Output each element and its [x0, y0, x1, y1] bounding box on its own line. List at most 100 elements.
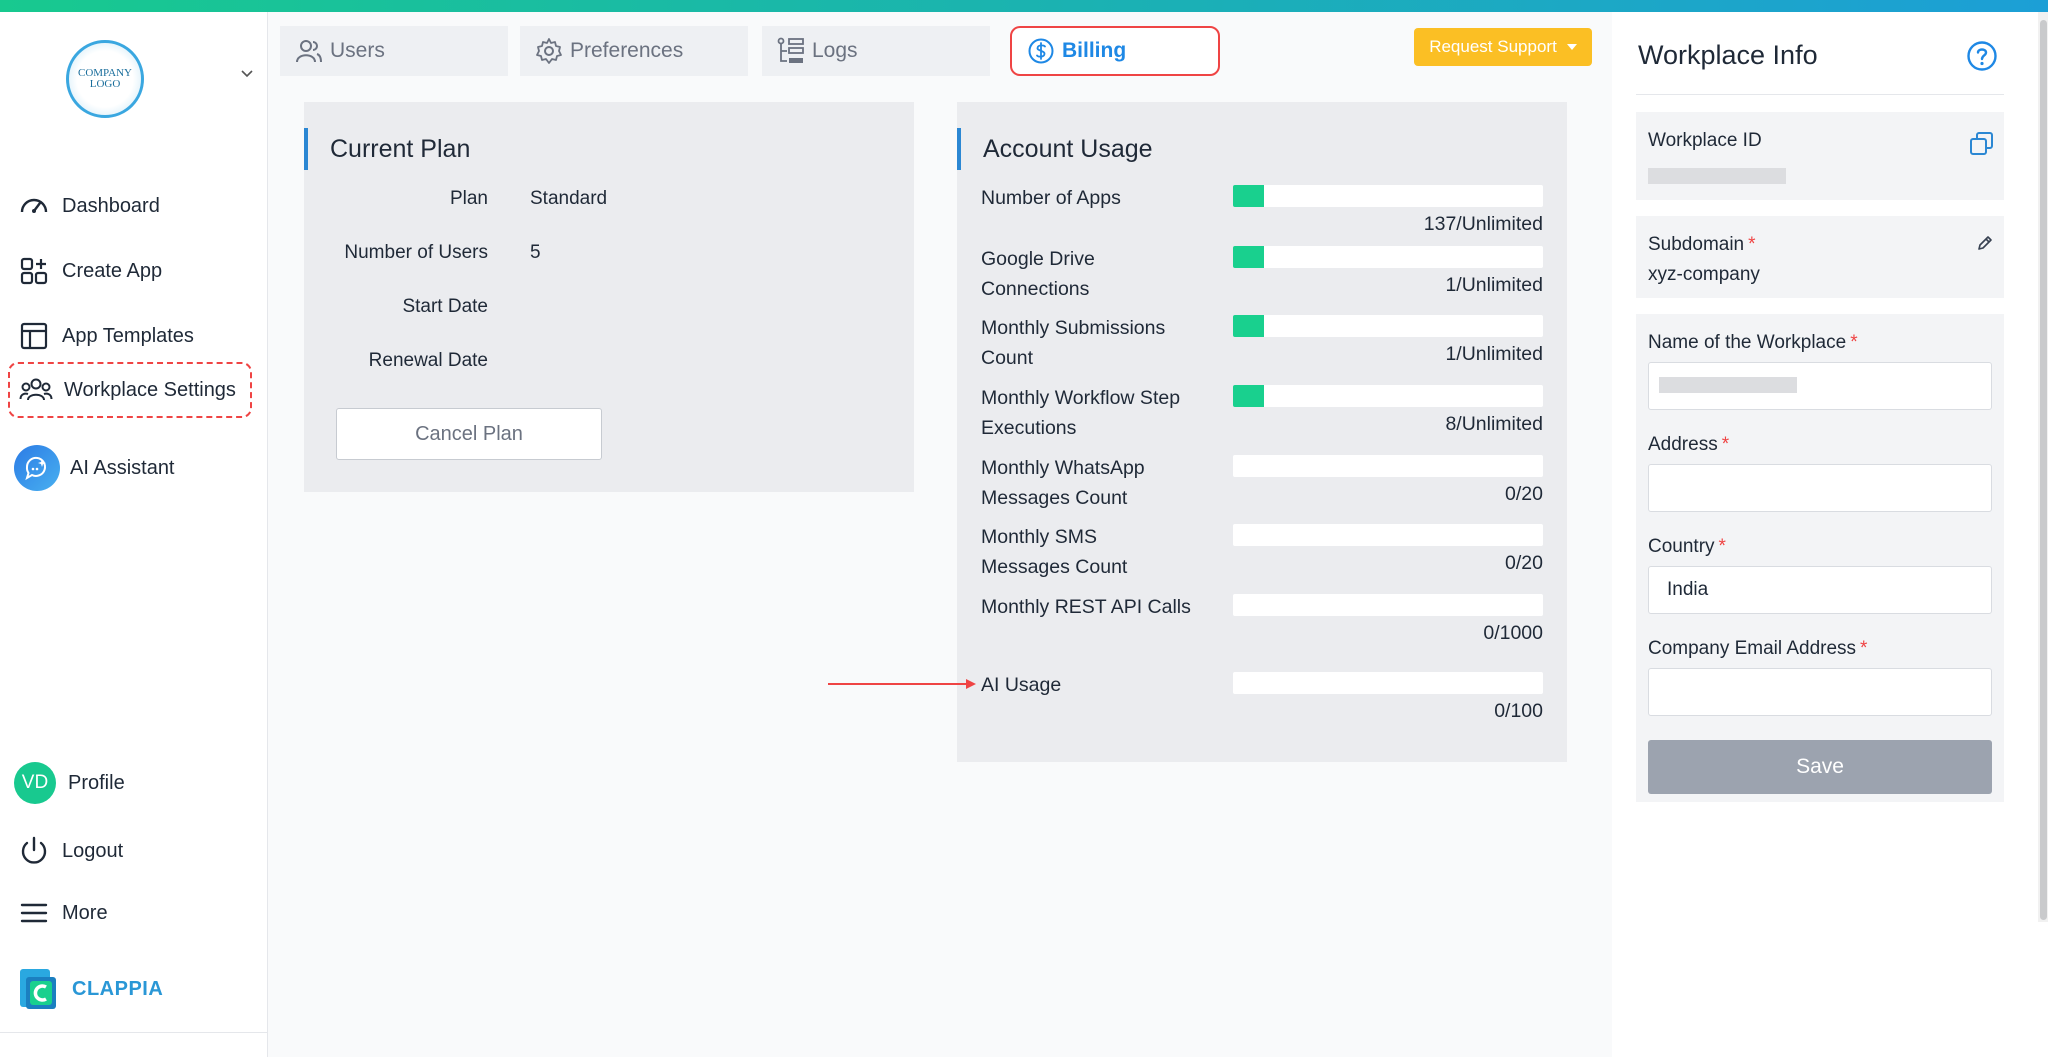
annotation-arrow-icon [828, 679, 976, 689]
team-icon [18, 372, 54, 408]
sidebar-item-label: Create App [62, 259, 163, 282]
usage-value: 0/20 [1505, 552, 1543, 574]
hamburger-menu-icon [16, 895, 52, 931]
email-label-text: Company Email Address [1648, 638, 1857, 659]
panel-title: Workplace Info [1638, 40, 1818, 70]
ai-assistant-icon [14, 445, 60, 491]
country-label-text: Country [1648, 536, 1715, 557]
sidebar-item-app-templates[interactable]: App Templates [8, 310, 252, 362]
sidebar-item-label: Logout [62, 839, 124, 862]
templates-icon [16, 318, 52, 354]
usage-progress-fill [1233, 385, 1264, 407]
sidebar-item-workplace-settings[interactable]: Workplace Settings [8, 362, 252, 418]
sidebar: COMPANY LOGO Dashboard Create App App Te… [0, 12, 268, 1057]
required-mark: * [1860, 638, 1868, 659]
copy-icon[interactable] [1968, 130, 1996, 158]
sidebar-item-more[interactable]: More [8, 887, 252, 939]
country-label: Country * [1648, 536, 1726, 558]
usage-progress-bar [1233, 672, 1543, 694]
usage-label: Number of Apps [981, 187, 1121, 209]
usage-label: Monthly WhatsApp Messages Count [981, 457, 1145, 509]
request-support-label: Request Support [1429, 37, 1557, 56]
brand-logo[interactable]: CLAPPIA [18, 967, 163, 1011]
gear-icon [534, 36, 564, 66]
plan-row: Start Date [304, 292, 904, 322]
usage-label: Monthly Submissions Count [981, 317, 1166, 369]
tab-logs[interactable]: Logs [762, 26, 990, 76]
plan-row-value: Standard [530, 188, 608, 209]
usage-value: 1/Unlimited [1445, 343, 1543, 365]
usage-label: Monthly REST API Calls [981, 596, 1191, 618]
plan-row: Plan Standard [304, 184, 904, 214]
sidebar-item-logout[interactable]: Logout [8, 825, 252, 877]
tab-label: Users [330, 39, 385, 62]
tab-label: Logs [812, 39, 858, 62]
sidebar-item-label: Profile [68, 771, 125, 794]
usage-progress-bar [1233, 524, 1543, 546]
usage-progress-bar [1233, 315, 1543, 337]
plan-row-key: Plan [449, 188, 488, 209]
divider [1636, 94, 2004, 95]
logo-text: COMPANY LOGO [77, 67, 132, 90]
power-icon [16, 833, 52, 869]
sidebar-item-label: App Templates [62, 324, 194, 347]
workplace-name-input[interactable] [1648, 362, 1992, 410]
plan-row: Number of Users 5 [304, 238, 904, 268]
scrollbar-thumb[interactable] [2040, 20, 2047, 920]
workplace-name-label: Name of the Workplace * [1648, 332, 1858, 354]
workplace-name-value-masked [1659, 377, 1797, 393]
cancel-plan-button[interactable]: Cancel Plan [336, 408, 602, 460]
workplace-name-label-text: Name of the Workplace [1648, 332, 1847, 353]
brand-name: CLAPPIA [72, 977, 164, 1000]
sidebar-item-ai-assistant[interactable]: AI Assistant [8, 438, 252, 498]
clappia-logo-icon [18, 967, 60, 1011]
country-select[interactable]: India [1648, 566, 1992, 614]
sidebar-item-dashboard[interactable]: Dashboard [8, 180, 252, 232]
workplace-id-label: Workplace ID [1648, 130, 1762, 151]
dashboard-icon [16, 188, 52, 224]
usage-value: 0/100 [1494, 700, 1543, 722]
sidebar-item-label: Dashboard [62, 194, 160, 217]
main-content: Users Preferences Logs Billing Request S… [268, 12, 1612, 1057]
card-title: Account Usage [957, 128, 1153, 170]
logs-icon [776, 36, 806, 66]
usage-label: AI Usage [981, 674, 1062, 696]
usage-value: 137/Unlimited [1423, 213, 1543, 235]
tab-billing[interactable]: Billing [1010, 26, 1220, 76]
save-button[interactable]: Save [1648, 740, 1992, 794]
subdomain-label: Subdomain * [1648, 234, 1756, 256]
subdomain-value: xyz-company [1648, 264, 1760, 285]
workplace-info-panel: Workplace Info Workplace ID Subdomain * x… [1612, 12, 2038, 1057]
caret-down-icon [1566, 44, 1577, 50]
company-email-input[interactable] [1648, 668, 1992, 716]
plan-row-value: 5 [530, 242, 541, 263]
required-mark: * [1748, 234, 1756, 255]
usage-value: 8/Unlimited [1445, 413, 1543, 435]
subdomain-box: Subdomain * xyz-company [1636, 216, 2004, 298]
tab-preferences[interactable]: Preferences [520, 26, 748, 76]
edit-pencil-icon[interactable] [1976, 234, 1994, 252]
users-icon [294, 36, 324, 66]
usage-progress-bar [1233, 455, 1543, 477]
workplace-id-box: Workplace ID [1636, 112, 2004, 200]
required-mark: * [1721, 434, 1730, 455]
sidebar-item-create-app[interactable]: Create App [8, 245, 252, 297]
tab-users[interactable]: Users [280, 26, 508, 76]
usage-progress-fill [1233, 315, 1264, 337]
email-label: Company Email Address * [1648, 638, 1867, 660]
chevron-down-icon[interactable] [240, 66, 254, 80]
address-label: Address * [1648, 434, 1729, 456]
usage-value: 0/20 [1505, 483, 1543, 505]
top-accent-bar [0, 0, 2048, 12]
company-logo[interactable]: COMPANY LOGO [66, 40, 144, 118]
help-icon[interactable] [1966, 40, 1998, 72]
usage-label: Monthly Workflow Step Executions [981, 387, 1181, 439]
country-value: India [1667, 579, 1709, 600]
address-input[interactable] [1648, 464, 1992, 512]
workplace-form: Name of the Workplace * Address * Country *… [1636, 314, 2004, 802]
sidebar-item-profile[interactable]: VD Profile [8, 757, 252, 809]
usage-progress-bar [1233, 385, 1543, 407]
request-support-button[interactable]: Request Support [1414, 28, 1592, 66]
usage-progress-bar [1233, 594, 1543, 616]
sidebar-item-label: More [62, 901, 108, 924]
